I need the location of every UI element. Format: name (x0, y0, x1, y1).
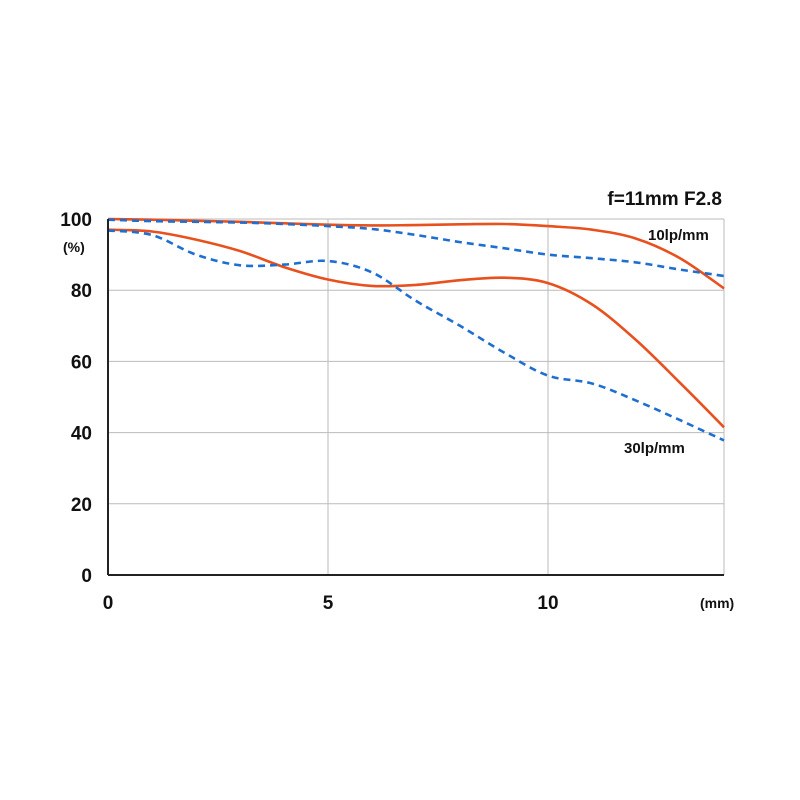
axes (107, 219, 724, 576)
chart-title: f=11mm F2.8 (607, 189, 722, 210)
series-layer (107, 217, 725, 442)
series-line-1 (107, 218, 725, 278)
annotation-10lp: 10lp/mm (648, 227, 709, 244)
y-tick-label: 80 (71, 281, 92, 302)
x-axis-unit: (mm) (700, 595, 734, 611)
x-tick-label: 0 (103, 593, 114, 614)
y-tick-label: 100 (60, 210, 92, 231)
y-tick-label: 60 (71, 352, 92, 373)
tick-labels: 0 20 40 60 80 100 0 5 10 (60, 210, 558, 614)
grid-lines (108, 218, 725, 575)
series-line-3 (107, 229, 725, 442)
series-line-2 (107, 228, 725, 429)
x-tick-label: 5 (323, 593, 334, 614)
y-tick-label: 20 (71, 495, 92, 516)
y-axis-unit: (%) (63, 239, 85, 255)
annotation-30lp: 30lp/mm (624, 440, 685, 457)
y-tick-label: 40 (71, 424, 92, 445)
x-tick-label: 10 (537, 593, 558, 614)
y-tick-label: 0 (81, 566, 92, 587)
series-line-0 (107, 217, 725, 290)
